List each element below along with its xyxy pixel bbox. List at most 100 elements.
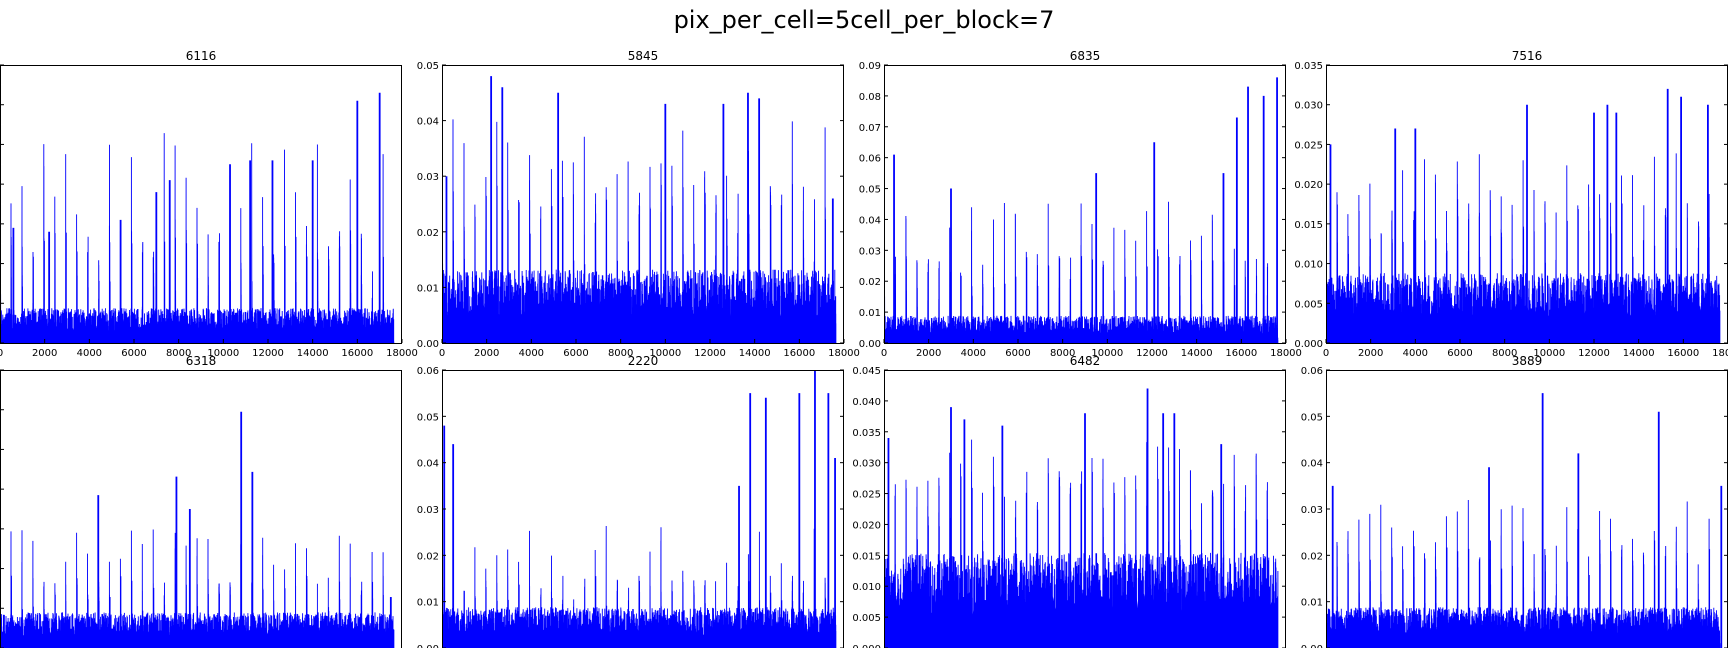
x-tick-label: 2000: [916, 348, 941, 359]
y-tick-label: 0.010: [1294, 260, 1323, 271]
series-line-2220: [442, 525, 837, 648]
x-tick-label: 0: [1323, 348, 1329, 359]
subplot-6318: 6318: [0, 354, 402, 648]
y-tick-label: 0.030: [852, 459, 881, 470]
x-tick-label: 18000: [386, 348, 418, 359]
y-tick-label: 0.025: [852, 490, 881, 501]
y-tick-label: 0.04: [417, 459, 439, 470]
axes-frame-2220: [442, 370, 844, 648]
y-tick-label: 0.010: [852, 582, 881, 593]
x-tick-label: 16000: [783, 348, 815, 359]
x-tick-label: 6000: [563, 348, 588, 359]
subplot-title: 7516: [1512, 49, 1543, 63]
x-tick-label: 8000: [608, 348, 633, 359]
axes-frame-6482: [884, 370, 1286, 648]
y-tick-label: 0.03: [1301, 505, 1323, 516]
x-tick-label: 4000: [519, 348, 544, 359]
y-tick-label: 0.06: [417, 366, 439, 377]
x-tick-label: 18000: [828, 348, 860, 359]
axes-frame-6318: [0, 370, 402, 648]
y-tick-label: 0.025: [1294, 140, 1323, 151]
y-tick-label: 0.05: [859, 185, 881, 196]
x-tick-label: 4000: [77, 348, 102, 359]
x-tick-label: 6000: [1447, 348, 1472, 359]
y-tick-label: 0.04: [1301, 459, 1323, 470]
axes-frame-3889: [1326, 370, 1728, 648]
x-tick-label: 6000: [121, 348, 146, 359]
subplot-title: 3889: [1512, 354, 1543, 368]
y-tick-label: 0.035: [852, 428, 881, 439]
x-tick-label: 12000: [1136, 348, 1168, 359]
y-tick-label: 0.01: [417, 598, 439, 609]
y-tick-label: 0.000: [852, 644, 881, 648]
y-tick-label: 0.06: [1301, 366, 1323, 377]
y-tick-label: 0.03: [417, 172, 439, 183]
x-tick-label: 16000: [1225, 348, 1257, 359]
y-tick-label: 0.08: [859, 92, 881, 103]
series-line-6482: [884, 439, 1279, 648]
y-tick-label: 0.015: [1294, 220, 1323, 231]
y-tick-label: 0.00: [417, 339, 439, 350]
y-tick-label: 0.09: [859, 61, 881, 72]
axes-frame-6835: [884, 65, 1286, 344]
x-tick-label: 4000: [1403, 348, 1428, 359]
y-tick-label: 0.01: [859, 308, 881, 319]
subplot-title: 6835: [1070, 49, 1101, 63]
x-tick-label: 18000: [1712, 348, 1728, 359]
y-tick-label: 0.04: [859, 215, 881, 226]
subplot-2220: 2220 0.00 0.01 0.02 0.03 0.04 0.05 0.06: [417, 354, 844, 648]
y-tick-label: 0.020: [1294, 180, 1323, 191]
subplot-6482: 6482 0.000 0.005 0.010 0.015 0.020 0.025 0.030 0…: [852, 354, 1286, 648]
x-tick-label: 4000: [961, 348, 986, 359]
subplot-title: 5845: [628, 49, 659, 63]
subplot-6116: 6116 0 2000 4000 6000 8000 10000 12000 14000 1600…: [0, 49, 418, 359]
x-tick-label: 18000: [1270, 348, 1302, 359]
y-tick-label: 0.045: [852, 366, 881, 377]
y-tick-label: 0.040: [852, 397, 881, 408]
x-tick-label: 0: [881, 348, 887, 359]
x-tick-label: 12000: [1578, 348, 1610, 359]
series-line-5845: [442, 119, 837, 343]
y-tick-label: 0.00: [417, 644, 439, 648]
y-tick-label: 0.02: [859, 277, 881, 288]
x-tick-label: 8000: [1050, 348, 1075, 359]
x-tick-label: 14000: [297, 348, 329, 359]
x-tick-label: 6000: [1005, 348, 1030, 359]
x-tick-label: 14000: [1181, 348, 1213, 359]
series-line-6835: [884, 201, 1279, 343]
y-tick-label: 0.05: [417, 412, 439, 423]
x-tick-label: 14000: [739, 348, 771, 359]
y-tick-label: 0.02: [417, 228, 439, 239]
y-tick-label: 0.035: [1294, 61, 1323, 72]
y-tick-label: 0.015: [852, 551, 881, 562]
y-tick-label: 0.020: [852, 520, 881, 531]
subplot-3889: 3889 0.00 0.01 0.02 0.03 0.04 0.05 0.06: [1301, 354, 1728, 648]
y-tick-label: 0.06: [859, 154, 881, 165]
y-tick-label: 0.01: [1301, 598, 1323, 609]
series-line-6318: [0, 529, 395, 648]
axes-frame-5845: [442, 65, 844, 344]
figure-title: pix_per_cell=5cell_per_block=7: [673, 6, 1055, 34]
x-tick-label: 10000: [1533, 348, 1565, 359]
y-tick-label: 0.02: [1301, 551, 1323, 562]
subplot-title: 6116: [186, 49, 217, 63]
y-tick-label: 0.04: [417, 117, 439, 128]
x-tick-label: 0: [439, 348, 445, 359]
series-line-7516: [1326, 153, 1721, 343]
subplot-5845: 5845 0 2000 4000 6000 8000 10000 12000 14000 1600…: [417, 49, 860, 359]
x-tick-label: 12000: [252, 348, 284, 359]
y-tick-label: 0.00: [859, 339, 881, 350]
y-tick-label: 0.030: [1294, 101, 1323, 112]
y-tick-label: 0.005: [852, 613, 881, 624]
subplot-title: 6318: [186, 354, 217, 368]
x-tick-label: 2000: [32, 348, 57, 359]
x-tick-label: 0: [0, 348, 3, 359]
x-tick-label: 2000: [1358, 348, 1383, 359]
y-tick-label: 0.000: [1294, 339, 1323, 350]
subplot-7516: 7516 0 2000 4000 6000 8000 10000 12000 14000 1600…: [1294, 49, 1728, 359]
x-tick-label: 8000: [166, 348, 191, 359]
subplot-6835: 6835 0 2000 4000 6000 8000 10000 12000 14000 1600…: [859, 49, 1302, 359]
subplot-title: 6482: [1070, 354, 1101, 368]
x-tick-label: 8000: [1492, 348, 1517, 359]
